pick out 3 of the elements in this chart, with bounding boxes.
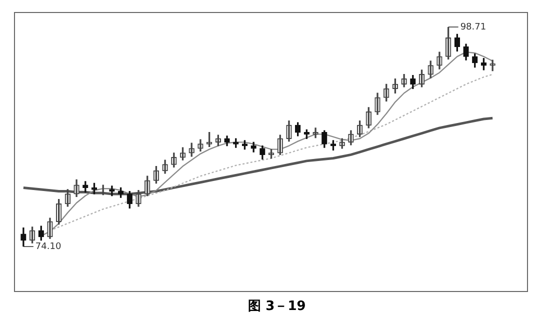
- annotation: 98.71: [460, 22, 486, 32]
- annotation: 74.10: [35, 242, 62, 252]
- caption: 图 3－19: [247, 298, 307, 315]
